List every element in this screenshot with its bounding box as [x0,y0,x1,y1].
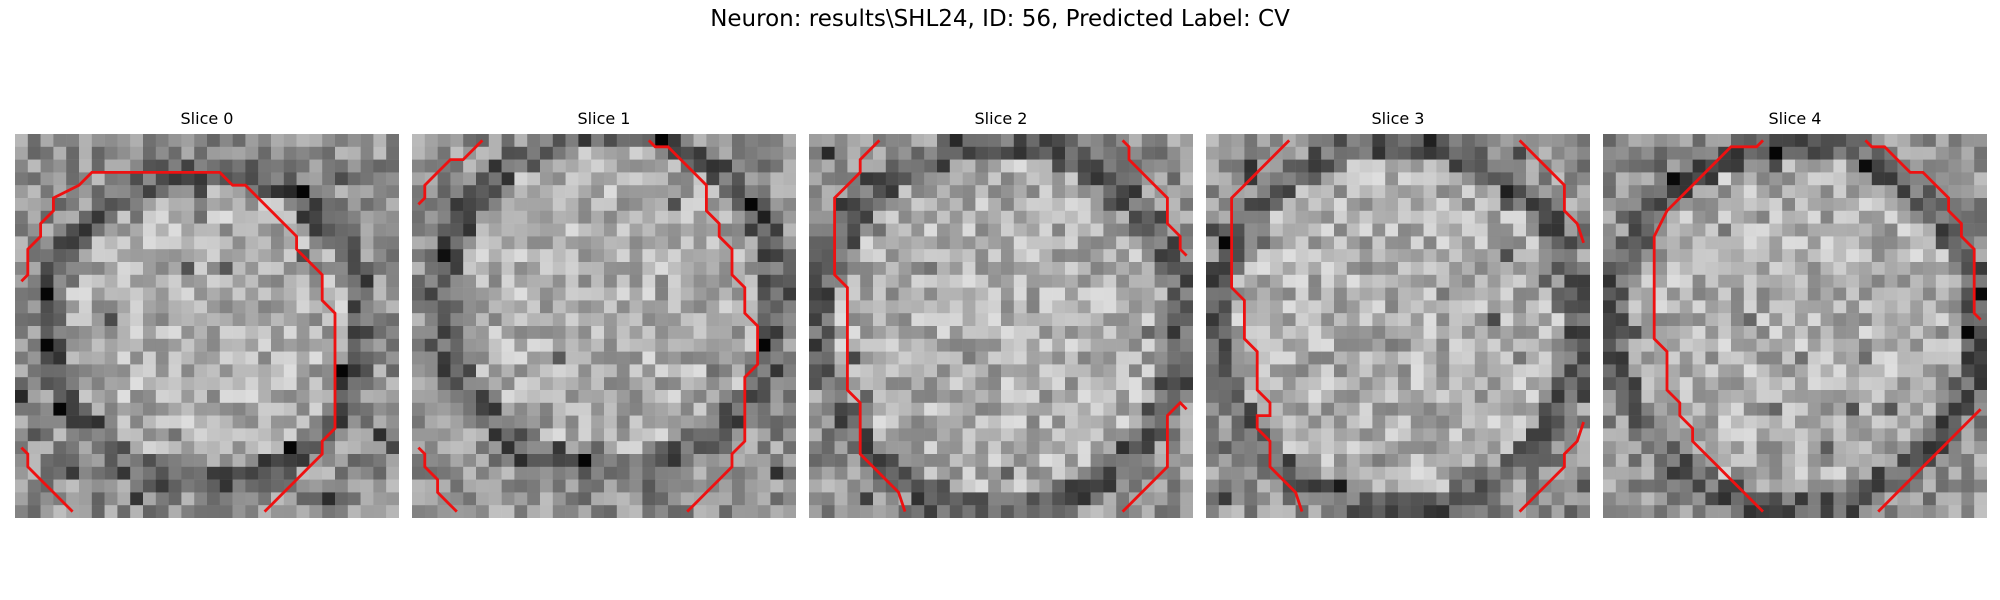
slice-image [1206,134,1590,518]
contour-line [647,139,760,513]
contour-line [1652,139,1764,513]
pixel-grid [1603,134,1987,518]
contour-line [417,139,484,206]
slice-title: Slice 1 [577,109,631,128]
contour-line [833,139,907,513]
slice-image [412,134,796,518]
contour-line [1230,139,1304,513]
slice-panel: Slice 2 [809,108,1193,518]
contour-line [1121,400,1188,513]
figure-title: Neuron: results\SHL24, ID: 56, Predicted… [710,6,1290,32]
slice-panel: Slice 0 [15,108,399,518]
contour-line [1877,408,1982,513]
slice-panel: Slice 3 [1206,108,1590,518]
pixel-grid [412,134,796,518]
contour-line [20,170,337,513]
slice-title: Slice 2 [974,109,1028,128]
slice-panel: Slice 1 [412,108,796,518]
contour-line [1864,139,1982,321]
slice-title: Slice 0 [180,109,234,128]
contour-line [1121,139,1188,257]
contour-line [1518,139,1585,244]
pixel-grid [15,134,399,518]
contour-line [1518,421,1585,513]
contour-line [417,446,458,513]
slice-title: Slice 3 [1371,109,1425,128]
slice-image [809,134,1193,518]
slice-title: Slice 4 [1768,109,1822,128]
contour-line [20,446,74,513]
pixel-grid [1206,134,1590,518]
slice-image [15,134,399,518]
slice-panel: Slice 4 [1603,108,1987,518]
slice-image [1603,134,1987,518]
